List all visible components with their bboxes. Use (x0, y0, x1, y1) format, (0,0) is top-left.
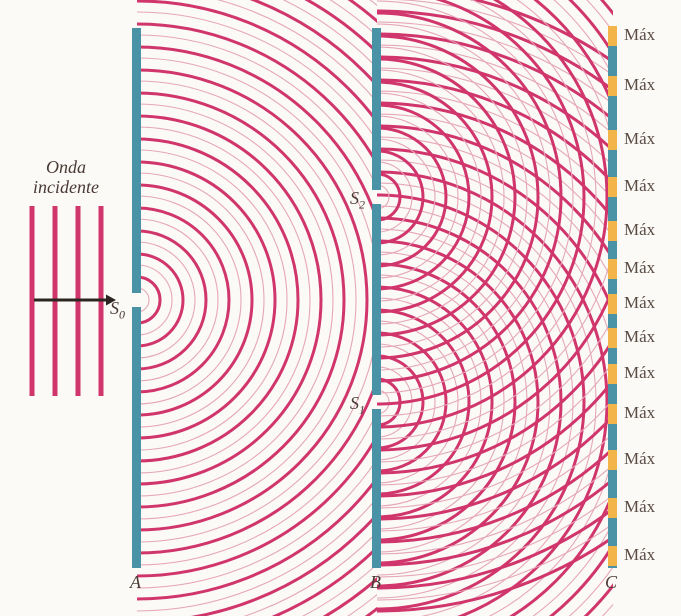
max-label: Máx (624, 403, 655, 423)
incident-arrow (34, 295, 116, 306)
interference-max-band (608, 76, 617, 96)
max-label: Máx (624, 327, 655, 347)
barrier-segment (372, 28, 381, 190)
barrier-a (132, 0, 141, 616)
interference-max-band (608, 450, 617, 470)
barrier-b (372, 0, 381, 616)
max-label: Máx (624, 129, 655, 149)
interference-max-band (608, 364, 617, 384)
slit-s1-letter: S (350, 393, 359, 413)
barrier-segment (372, 204, 381, 395)
slit-s2-sub: 2 (359, 198, 365, 212)
barrier-segment (132, 307, 141, 568)
max-label: Máx (624, 25, 655, 45)
max-label: Máx (624, 363, 655, 383)
wave-svg (0, 0, 681, 616)
max-label: Máx (624, 75, 655, 95)
interference-max-band (608, 26, 617, 46)
max-label: Máx (624, 545, 655, 565)
incident-wave-line2: incidente (33, 177, 99, 197)
interference-max-band (608, 221, 617, 241)
interference-max-band (608, 177, 617, 197)
axis-label-a: A (130, 572, 141, 593)
barrier-segment (372, 409, 381, 568)
barrier-c (608, 0, 617, 616)
slit-s0-letter: S (110, 298, 119, 318)
interference-max-band (608, 294, 617, 314)
incident-wave-line1: Onda (46, 157, 86, 177)
interference-max-band (608, 546, 617, 566)
max-label: Máx (624, 293, 655, 313)
young-double-slit-diagram: Onda incidente A B C S0 S2 S1 MáxMáxMáxM… (0, 0, 681, 616)
incident-wave-label: Onda incidente (6, 158, 126, 198)
max-label: Máx (624, 449, 655, 469)
slit-s2-letter: S (350, 188, 359, 208)
barrier-segment (132, 28, 141, 293)
axis-label-b: B (370, 572, 381, 593)
interference-max-band (608, 404, 617, 424)
interference-max-band (608, 328, 617, 348)
max-label: Máx (624, 176, 655, 196)
slit-s0-sub: 0 (119, 308, 125, 322)
interference-max-band (608, 259, 617, 279)
axis-label-c: C (605, 572, 617, 593)
max-label: Máx (624, 220, 655, 240)
slit-s1-sub: 1 (359, 403, 365, 417)
interference-max-band (608, 498, 617, 518)
slit-label-s1: S1 (350, 393, 365, 418)
slit-label-s0: S0 (110, 298, 125, 323)
interference-max-band (608, 130, 617, 150)
max-label: Máx (624, 497, 655, 517)
slit-label-s2: S2 (350, 188, 365, 213)
max-label: Máx (624, 258, 655, 278)
